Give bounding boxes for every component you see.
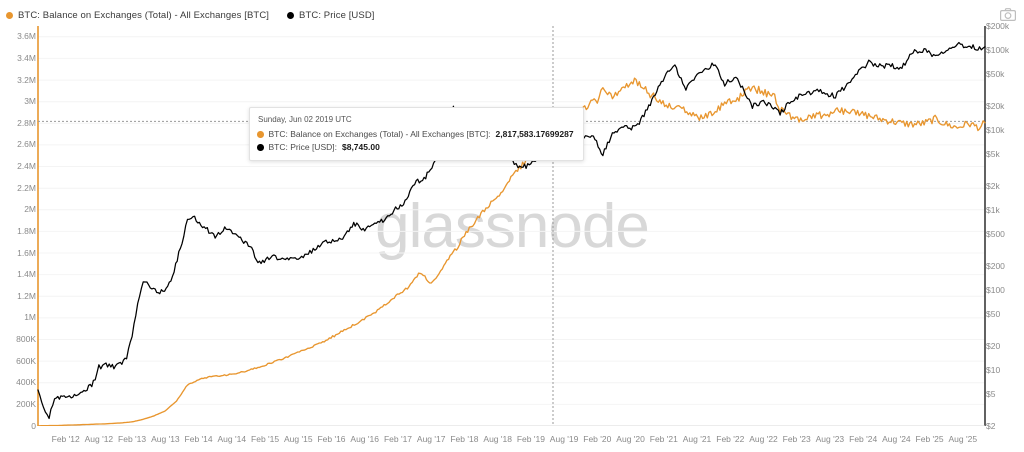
series-dot-icon	[257, 131, 264, 138]
left-axis-tick: 200K	[16, 398, 36, 409]
x-axis-tick: Aug '20	[616, 434, 645, 444]
x-axis-tick: Aug '17	[416, 434, 446, 444]
left-axis-labels: 3.6M 3.4M 3.2M 3M 2.8M 2.6M 2.4M 2.2M 2M 1.8M 1.6M…	[0, 26, 36, 430]
x-axis-tick: Feb '15	[251, 434, 280, 444]
left-axis-tick: 1.8M	[17, 225, 36, 236]
right-axis-tick: $200k	[986, 20, 1010, 31]
series-line-balance	[37, 77, 986, 426]
right-axis-tick: $50	[986, 308, 1001, 319]
legend-item-balance[interactable]: BTC: Balance on Exchanges (Total) - All …	[6, 10, 269, 21]
x-axis-tick: Aug '18	[483, 434, 512, 444]
x-axis-tick: Aug '13	[151, 434, 180, 444]
chart-legend: BTC: Balance on Exchanges (Total) - All …	[6, 6, 375, 24]
tooltip-value-balance: 2,817,583.17699287	[495, 129, 574, 139]
tooltip-name-price: BTC: Price [USD]:	[268, 142, 337, 152]
right-axis-tick: $20k	[986, 100, 1005, 111]
right-axis-tick: $5	[986, 388, 996, 399]
right-axis-tick: $100k	[986, 44, 1010, 55]
tooltip-date: Sunday, Jun 02 2019 UTC	[258, 115, 352, 124]
x-axis-tick: Aug '15	[284, 434, 313, 444]
x-axis-tick: Feb '25	[915, 434, 944, 444]
right-axis-tick: $500	[986, 228, 1005, 239]
x-axis-tick: Aug '21	[682, 434, 712, 444]
left-axis-tick: 1.4M	[17, 269, 36, 280]
tooltip-value-price: $8,745.00	[341, 142, 380, 152]
x-axis-tick: Feb '24	[849, 434, 878, 444]
x-axis-tick: Aug '24	[882, 434, 911, 444]
tooltip-name-balance: BTC: Balance on Exchanges (Total) - All …	[268, 129, 491, 139]
tooltip-row-balance: BTC: Balance on Exchanges (Total) - All …	[257, 128, 574, 141]
right-axis-tick: $20	[986, 340, 1001, 351]
left-axis-tick: 3.4M	[17, 52, 36, 63]
x-axis-tick: Feb '22	[716, 434, 745, 444]
series-dot-icon	[287, 11, 295, 19]
right-axis-tick: $200	[986, 260, 1005, 271]
right-axis-tick: $5k	[986, 148, 1000, 159]
x-axis-tick: Aug '14	[217, 434, 247, 444]
x-axis-tick: Feb '17	[383, 434, 413, 444]
left-axis-tick: 1.2M	[17, 290, 36, 301]
left-axis-tick: 2.2M	[17, 182, 36, 193]
x-axis-tick: Aug '25	[948, 434, 978, 444]
x-axis-tick: Feb '21	[649, 434, 678, 444]
right-axis-tick: $2k	[986, 180, 1000, 191]
chart-tooltip: Sunday, Jun 02 2019 UTC BTC: Balance on …	[249, 107, 584, 161]
left-axis-tick: 2M	[24, 204, 36, 215]
chart-gridlines	[38, 36, 985, 405]
x-axis-labels: Feb '12 Aug '12 Feb '13 Aug '13 Feb '14 Aug '…	[0, 428, 1024, 452]
left-axis-tick: 800K	[16, 334, 36, 344]
left-axis-tick: 1.6M	[17, 247, 36, 258]
left-axis-tick: 3M	[24, 96, 36, 107]
right-axis-labels: $200k $100k $50k $20k $10k $5k $2k $1k $500 $200 $…	[986, 21, 1024, 430]
legend-item-price[interactable]: BTC: Price [USD]	[287, 10, 375, 21]
legend-label-balance: BTC: Balance on Exchanges (Total) - All …	[18, 9, 270, 21]
series-dot-icon	[257, 144, 264, 151]
x-axis-tick: Feb '14	[184, 434, 213, 444]
camera-icon[interactable]	[998, 5, 1018, 23]
left-axis-tick: 3.2M	[17, 74, 36, 85]
chart-plot-area[interactable]	[0, 26, 1024, 426]
left-axis-tick: 600K	[16, 355, 36, 366]
right-axis-tick: $10k	[986, 124, 1005, 135]
right-axis-tick: $50k	[986, 68, 1005, 79]
left-axis-tick: 2.8M	[17, 117, 36, 128]
x-axis-tick: Feb '19	[516, 434, 545, 444]
legend-label-price: BTC: Price [USD]	[299, 9, 375, 21]
x-axis-tick: Aug '22	[749, 434, 778, 444]
x-axis-tick: Feb '23	[782, 434, 811, 444]
x-axis-tick: Feb '12	[51, 434, 80, 444]
right-axis-tick: $2	[986, 420, 996, 431]
left-axis-tick: 2.6M	[17, 139, 36, 150]
x-axis-tick: Feb '20	[583, 434, 612, 444]
x-axis-tick: Aug '19	[549, 434, 579, 444]
right-axis-tick: $10	[986, 364, 1001, 375]
x-axis-tick: Feb '13	[118, 434, 147, 444]
x-axis-tick: Feb '16	[317, 434, 346, 444]
left-axis-tick: 2.4M	[17, 161, 36, 172]
left-axis-tick: 0	[31, 420, 36, 431]
left-axis-tick: 400K	[16, 377, 36, 388]
series-line-price	[37, 41, 986, 420]
x-axis-tick: Aug '23	[815, 434, 845, 444]
x-axis-tick: Feb '18	[450, 434, 479, 444]
tooltip-row-price: BTC: Price [USD]: $8,745.00	[257, 141, 574, 154]
right-axis-tick: $1k	[986, 204, 1000, 215]
left-axis-tick: 3.6M	[17, 31, 36, 42]
right-axis-tick: $100	[986, 284, 1005, 295]
x-axis-tick: Aug '16	[350, 434, 379, 444]
x-axis-tick: Aug '12	[84, 434, 114, 444]
chart-crosshair	[38, 26, 985, 426]
left-axis-tick: 1M	[24, 312, 36, 323]
series-dot-icon	[6, 11, 13, 19]
